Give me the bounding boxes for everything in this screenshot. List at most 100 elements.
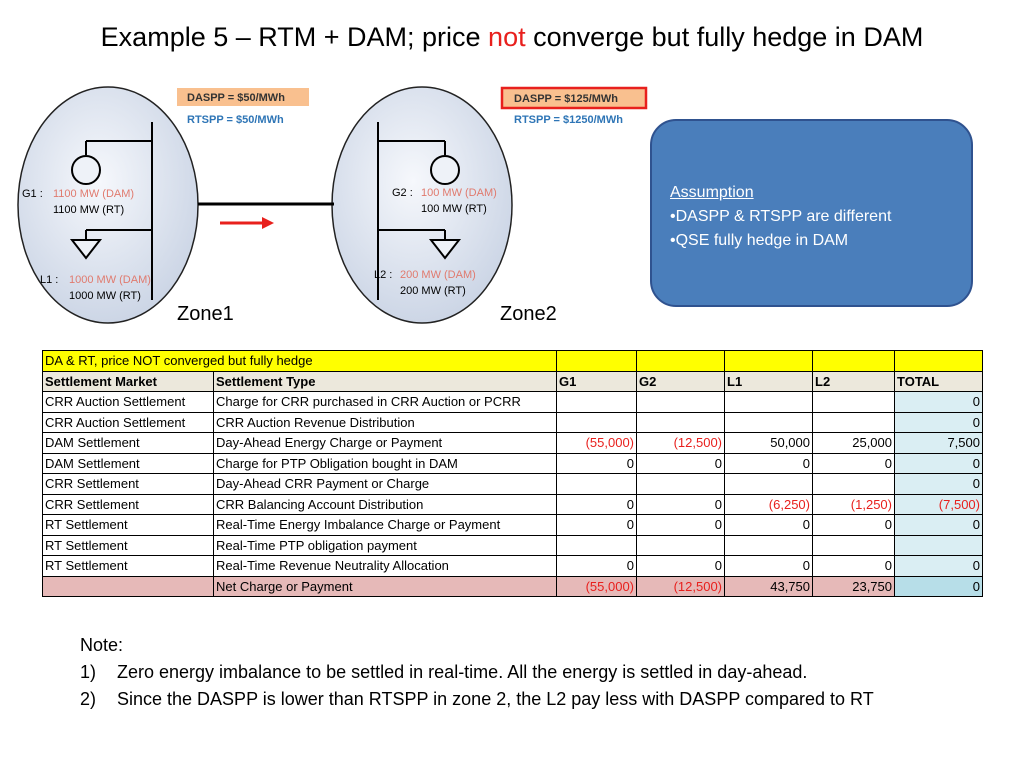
slide-title: Example 5 – RTM + DAM; price not converg…: [0, 22, 1024, 53]
table-row: CRR Auction Settlement CRR Auction Revenu…: [42, 411, 983, 433]
value-cell: [894, 534, 983, 556]
settlement-table: DA & RT, price NOT converged but fully h…: [42, 350, 983, 597]
zone2-oneline: [377, 122, 462, 300]
col-header: G2: [636, 370, 725, 392]
value-cell: [636, 534, 725, 556]
table-row: CRR Settlement Day-Ahead CRR Payment or C…: [42, 473, 983, 495]
zone1-g-da: 1100 MW (DAM): [53, 188, 134, 200]
zone2-g-da: 100 MW (DAM): [421, 187, 497, 199]
value-cell: [636, 411, 725, 433]
value-cell: 25,000: [812, 432, 895, 454]
value-cell: 0: [894, 473, 983, 495]
note-text: Zero energy imbalance to be settled in r…: [117, 662, 808, 682]
value-cell: [812, 391, 895, 413]
net-label: Net Charge or Payment: [213, 575, 557, 597]
value-cell: 0: [812, 555, 895, 577]
value-cell: [636, 391, 725, 413]
value-cell: 0: [724, 555, 813, 577]
value-cell: (7,500): [894, 493, 983, 515]
value-cell: 0: [636, 555, 725, 577]
settlement-market-cell: DAM Settlement: [42, 452, 214, 474]
settlement-type-cell: Real-Time Revenue Neutrality Allocation: [213, 555, 557, 577]
value-cell: [724, 473, 813, 495]
table-caption-row: DA & RT, price NOT converged but fully h…: [42, 350, 983, 372]
value-cell: (1,250): [812, 493, 895, 515]
value-cell: 0: [724, 452, 813, 474]
value-cell: [556, 473, 637, 495]
value-cell: 0: [556, 555, 637, 577]
zone1-l-rt: 1000 MW (RT): [69, 290, 141, 302]
table-row: RT Settlement Real-Time Energy Imbalance …: [42, 514, 983, 536]
settlement-type-cell: Charge for PTP Obligation bought in DAM: [213, 452, 557, 474]
assumption-box: Assumption •DASPP & RTSPP are different …: [650, 119, 973, 307]
value-cell: (55,000): [556, 432, 637, 454]
value-cell: 0: [556, 514, 637, 536]
settlement-type-cell: CRR Auction Revenue Distribution: [213, 411, 557, 433]
value-cell: 0: [556, 493, 637, 515]
value-cell: 0: [894, 391, 983, 413]
col-header: L2: [812, 370, 895, 392]
zone2-l-da: 200 MW (DAM): [400, 269, 476, 281]
settlement-market-cell: CRR Auction Settlement: [42, 391, 214, 413]
value-cell: 50,000: [724, 432, 813, 454]
zone1-l-prefix: L1 :: [40, 274, 58, 286]
assumption-heading: Assumption: [670, 184, 754, 201]
zone1-label: Zone1: [177, 303, 234, 325]
value-cell: 0: [894, 514, 983, 536]
zone2-label: Zone2: [500, 303, 557, 325]
zone1-g-prefix: G1 :: [22, 188, 43, 200]
settlement-type-cell: CRR Balancing Account Distribution: [213, 493, 557, 515]
note-item: 2) Since the DASPP is lower than RTSPP i…: [80, 686, 874, 713]
zone1-rtspp: RTSPP = $50/MWh: [187, 114, 284, 126]
net-cell: (12,500): [636, 575, 725, 597]
value-cell: 0: [556, 452, 637, 474]
settlement-type-cell: Day-Ahead CRR Payment or Charge: [213, 473, 557, 495]
note-text: Since the DASPP is lower than RTSPP in z…: [117, 689, 874, 709]
col-header: L1: [724, 370, 813, 392]
title-text: Example 5 – RTM + DAM; price: [100, 22, 489, 52]
net-cell: (55,000): [556, 575, 637, 597]
zone1-daspp: DASPP = $50/MWh: [187, 92, 285, 104]
flow-arrow-head: [262, 217, 274, 229]
col-header: G1: [556, 370, 637, 392]
value-cell: [724, 534, 813, 556]
value-cell: 0: [636, 493, 725, 515]
table-caption: DA & RT, price NOT converged but fully h…: [42, 350, 557, 372]
notes: Note: 1) Zero energy imbalance to be set…: [80, 632, 874, 713]
settlement-market-cell: CRR Settlement: [42, 473, 214, 495]
zone1-l-da: 1000 MW (DAM): [69, 274, 151, 286]
value-cell: 0: [636, 452, 725, 474]
zone1-oneline: [69, 122, 153, 300]
table-row: CRR Settlement CRR Balancing Account Dist…: [42, 493, 983, 515]
settlement-type-cell: Day-Ahead Energy Charge or Payment: [213, 432, 557, 454]
note-number: 1): [80, 662, 97, 682]
table-row: CRR Auction Settlement Charge for CRR pur…: [42, 391, 983, 413]
value-cell: 0: [812, 452, 895, 474]
settlement-type-cell: Real-Time Energy Imbalance Charge or Pay…: [213, 514, 557, 536]
settlement-market-cell: RT Settlement: [42, 534, 214, 556]
zone2-daspp-box: [500, 86, 648, 110]
table-row: RT Settlement Real-Time PTP obligation pa…: [42, 534, 983, 556]
settlement-market-cell: CRR Auction Settlement: [42, 411, 214, 433]
value-cell: 0: [894, 452, 983, 474]
value-cell: [556, 391, 637, 413]
assumption-item: •QSE fully hedge in DAM: [670, 232, 849, 249]
net-cell: 43,750: [724, 575, 813, 597]
value-cell: [724, 391, 813, 413]
value-cell: (12,500): [636, 432, 725, 454]
zone2-g-prefix: G2 :: [392, 187, 413, 199]
settlement-market-cell: CRR Settlement: [42, 493, 214, 515]
value-cell: [556, 534, 637, 556]
col-header: Settlement Type: [213, 370, 557, 392]
table-row: RT Settlement Real-Time Revenue Neutralit…: [42, 555, 983, 577]
value-cell: 0: [636, 514, 725, 536]
zone1-g-rt: 1100 MW (RT): [53, 204, 124, 216]
net-cell: 23,750: [812, 575, 895, 597]
zone2-daspp: DASPP = $125/MWh: [514, 93, 618, 105]
net-cell: [42, 575, 214, 597]
zone2-rtspp: RTSPP = $1250/MWh: [514, 114, 623, 126]
zone-diagram: G1 : 1100 MW (DAM) 1100 MW (RT) L1 : 100…: [17, 86, 648, 325]
settlement-type-cell: Real-Time PTP obligation payment: [213, 534, 557, 556]
col-header: Settlement Market: [42, 370, 214, 392]
table-header-row: Settlement Market Settlement Type G1 G2 …: [42, 370, 983, 392]
